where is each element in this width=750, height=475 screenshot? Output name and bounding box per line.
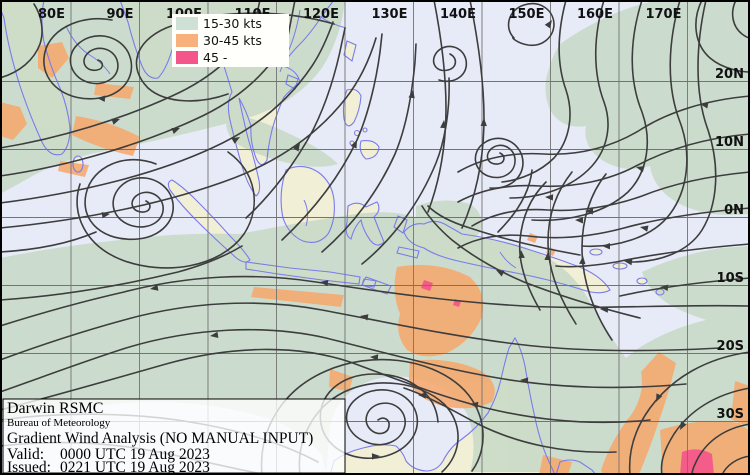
lon-label: 160E bbox=[577, 7, 613, 22]
lon-label: 90E bbox=[107, 7, 134, 22]
legend-swatch-30-45 bbox=[176, 34, 198, 47]
lon-label: 130E bbox=[371, 7, 407, 22]
lat-label: 10N bbox=[715, 135, 744, 150]
lat-label: 20S bbox=[717, 339, 744, 354]
legend-label-15-30: 15-30 kts bbox=[203, 16, 262, 31]
analysis-info-box: Darwin RSMC Bureau of Meteorology Gradie… bbox=[2, 398, 346, 475]
wind-shading-30-45kts-layer bbox=[0, 42, 750, 475]
issued-label: Issued: bbox=[7, 459, 51, 475]
lat-label: 10S bbox=[717, 271, 744, 286]
lon-label: 120E bbox=[303, 7, 339, 22]
legend-swatch-15-30 bbox=[176, 17, 198, 30]
valid-value: 0000 UTC 19 Aug 2023 bbox=[60, 446, 210, 463]
lon-label: 150E bbox=[508, 7, 544, 22]
lat-label: 30S bbox=[717, 407, 744, 422]
lat-label: 20N bbox=[715, 67, 744, 82]
lon-label: 140E bbox=[440, 7, 476, 22]
lon-label: 170E bbox=[645, 7, 681, 22]
legend-label-45: 45 - bbox=[203, 50, 227, 65]
lat-label: 0N bbox=[724, 203, 744, 218]
issued-value: 0221 UTC 19 Aug 2023 bbox=[60, 459, 210, 475]
legend-label-30-45: 30-45 kts bbox=[203, 33, 262, 48]
valid-label: Valid: bbox=[7, 446, 44, 463]
analysis-title: Gradient Wind Analysis (NO MANUAL INPUT) bbox=[7, 430, 313, 447]
wind-speed-legend: 15-30 kts 30-45 kts 45 - bbox=[172, 14, 289, 67]
lon-label: 80E bbox=[38, 7, 65, 22]
agency-title: Darwin RSMC bbox=[7, 400, 103, 417]
legend-swatch-45 bbox=[176, 51, 198, 64]
latitude-labels: 20N 10N 0N 10S 20S 30S bbox=[715, 67, 744, 422]
agency-subtitle: Bureau of Meteorology bbox=[7, 417, 111, 429]
